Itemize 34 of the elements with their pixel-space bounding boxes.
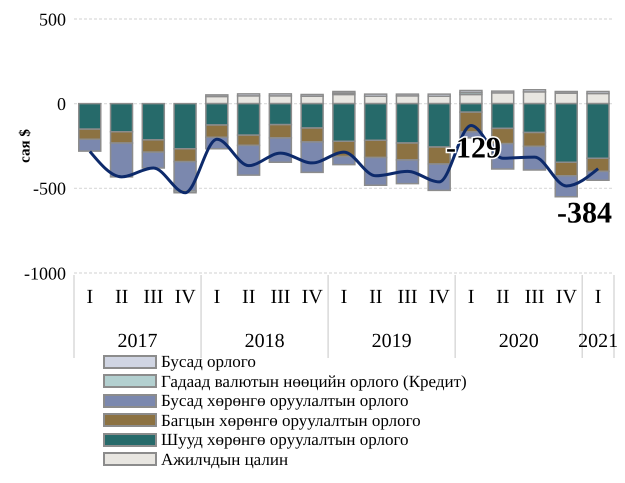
- x-tick-label: IV: [556, 286, 578, 308]
- x-tick-label: II: [242, 286, 256, 308]
- x-tick-label: IV: [302, 286, 324, 308]
- legend-label: Багцын хөрөнгө оруулалтын орлого: [161, 410, 421, 430]
- x-tick-label: I: [468, 286, 474, 308]
- text: 2018: [244, 330, 285, 352]
- text: 2020: [498, 330, 539, 352]
- legend-label: Шууд хөрөнгө оруулалтын орлого: [161, 430, 408, 450]
- x-tick-label: II: [496, 286, 510, 308]
- y-tick-label: -500: [33, 178, 66, 199]
- y-axis-title: сая $: [17, 128, 34, 163]
- x-tick-label: I: [214, 286, 220, 308]
- x-tick-label: IV: [174, 286, 196, 308]
- x-tick-label: I: [86, 286, 94, 308]
- text: 2019: [372, 330, 412, 352]
- x-tick-label: II: [114, 286, 128, 308]
- x-tick-label: II: [369, 286, 382, 308]
- x-tick-label: I: [340, 286, 348, 308]
- legend-label: Бусад орлого: [161, 352, 256, 372]
- x-tick-label: III: [143, 286, 164, 308]
- x-tick-label: III: [524, 286, 545, 308]
- x-tick-label: III: [270, 286, 290, 308]
- data-label: -384: [557, 196, 612, 230]
- x-tick-label: III: [398, 286, 418, 308]
- legend-label: Гадаад валютын нөөцийн орлого (Кредит): [161, 372, 467, 391]
- text: 2021: [578, 330, 618, 352]
- y-tick-label: 0: [57, 94, 66, 114]
- legend-label: Ажилчдын цалин: [161, 450, 288, 469]
- y-tick-label: 500: [39, 9, 66, 30]
- x-tick-label: I: [594, 286, 602, 308]
- y-tick-label: -1000: [24, 263, 66, 284]
- text: 2017: [118, 330, 158, 352]
- x-tick-label: IV: [428, 286, 450, 308]
- legend-label: Бусад хөрөнгө оруулалтын орлого: [161, 391, 409, 410]
